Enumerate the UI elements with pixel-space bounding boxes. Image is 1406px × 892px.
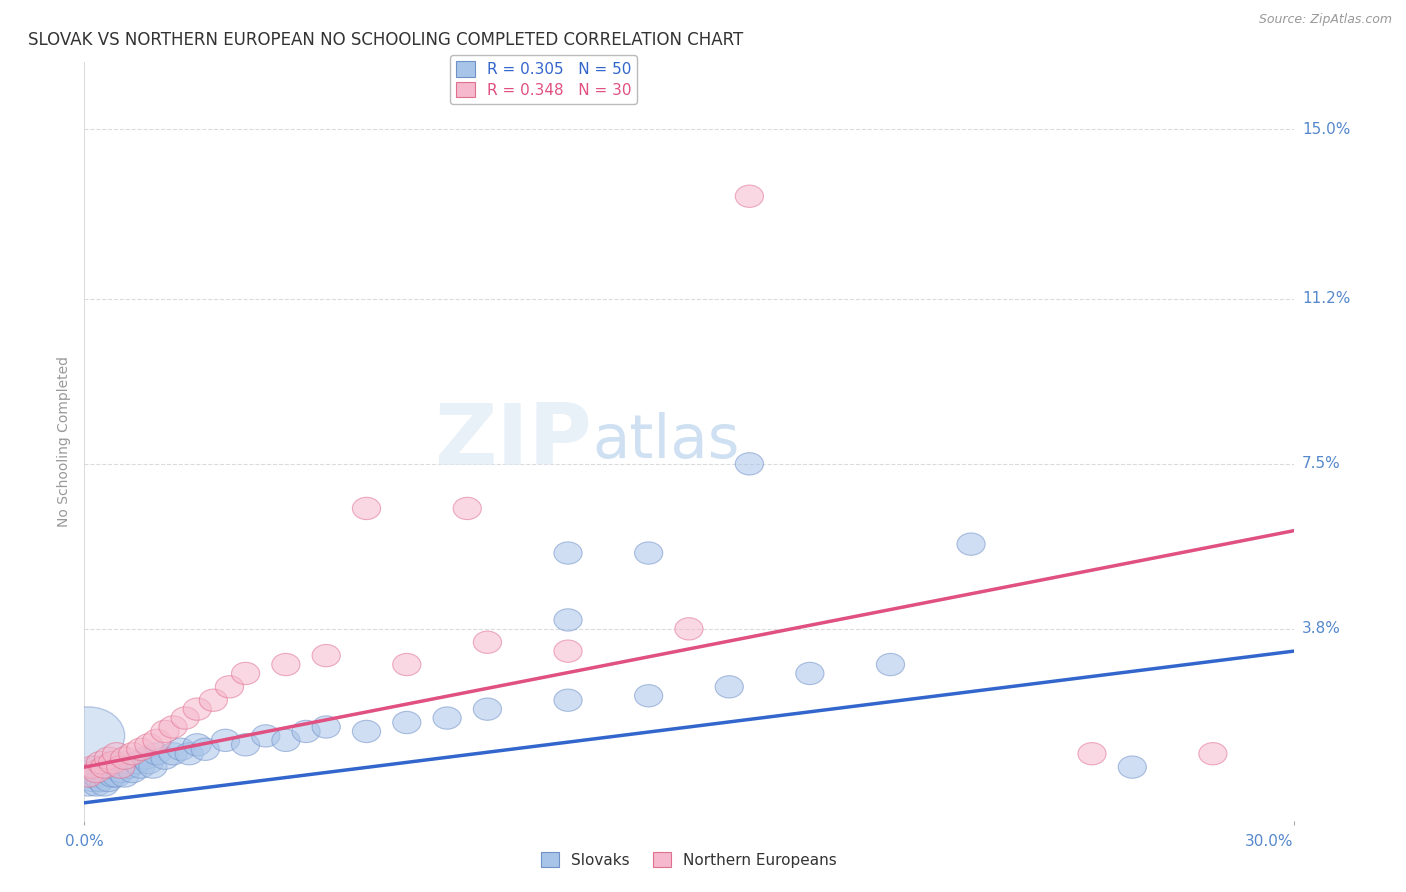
Ellipse shape <box>1118 756 1146 778</box>
Text: 11.2%: 11.2% <box>1302 292 1350 306</box>
Ellipse shape <box>90 756 118 778</box>
Ellipse shape <box>127 756 155 778</box>
Ellipse shape <box>634 685 662 707</box>
Ellipse shape <box>392 712 420 733</box>
Ellipse shape <box>312 644 340 667</box>
Ellipse shape <box>554 609 582 632</box>
Ellipse shape <box>232 733 260 756</box>
Ellipse shape <box>796 662 824 685</box>
Ellipse shape <box>353 721 381 742</box>
Ellipse shape <box>94 756 122 778</box>
Ellipse shape <box>453 498 481 519</box>
Ellipse shape <box>94 747 122 769</box>
Text: 7.5%: 7.5% <box>1302 457 1340 471</box>
Ellipse shape <box>183 733 211 756</box>
Ellipse shape <box>183 698 211 721</box>
Text: ZIP: ZIP <box>434 400 592 483</box>
Ellipse shape <box>86 760 115 783</box>
Ellipse shape <box>433 707 461 730</box>
Ellipse shape <box>90 760 118 783</box>
Ellipse shape <box>735 186 763 208</box>
Ellipse shape <box>107 760 135 783</box>
Ellipse shape <box>135 733 163 756</box>
Ellipse shape <box>98 765 127 788</box>
Ellipse shape <box>474 698 502 721</box>
Ellipse shape <box>131 747 159 769</box>
Ellipse shape <box>159 742 187 765</box>
Ellipse shape <box>111 765 139 788</box>
Ellipse shape <box>52 706 125 765</box>
Ellipse shape <box>135 751 163 774</box>
Ellipse shape <box>103 765 131 788</box>
Ellipse shape <box>957 533 986 555</box>
Ellipse shape <box>98 751 127 774</box>
Ellipse shape <box>118 742 146 765</box>
Ellipse shape <box>716 676 744 698</box>
Ellipse shape <box>215 676 243 698</box>
Text: 0.0%: 0.0% <box>65 834 104 848</box>
Legend: Slovaks, Northern Europeans: Slovaks, Northern Europeans <box>534 846 844 873</box>
Ellipse shape <box>554 689 582 712</box>
Ellipse shape <box>474 632 502 653</box>
Ellipse shape <box>554 542 582 565</box>
Ellipse shape <box>90 774 118 797</box>
Ellipse shape <box>176 742 204 765</box>
Ellipse shape <box>83 774 111 797</box>
Ellipse shape <box>103 756 131 778</box>
Ellipse shape <box>143 730 172 751</box>
Ellipse shape <box>353 498 381 519</box>
Ellipse shape <box>159 715 187 739</box>
Ellipse shape <box>98 751 127 774</box>
Ellipse shape <box>1199 742 1227 765</box>
Ellipse shape <box>172 707 200 730</box>
Ellipse shape <box>107 756 135 778</box>
Ellipse shape <box>675 618 703 640</box>
Ellipse shape <box>191 739 219 760</box>
Ellipse shape <box>292 721 321 742</box>
Text: 3.8%: 3.8% <box>1302 622 1341 636</box>
Ellipse shape <box>79 756 107 778</box>
Ellipse shape <box>79 769 107 792</box>
Ellipse shape <box>122 751 150 774</box>
Text: Source: ZipAtlas.com: Source: ZipAtlas.com <box>1258 13 1392 27</box>
Ellipse shape <box>86 751 115 774</box>
Ellipse shape <box>312 715 340 739</box>
Ellipse shape <box>139 756 167 778</box>
Text: SLOVAK VS NORTHERN EUROPEAN NO SCHOOLING COMPLETED CORRELATION CHART: SLOVAK VS NORTHERN EUROPEAN NO SCHOOLING… <box>28 31 744 49</box>
Ellipse shape <box>167 739 195 760</box>
Ellipse shape <box>150 721 179 742</box>
Ellipse shape <box>94 769 122 792</box>
Ellipse shape <box>232 662 260 685</box>
Y-axis label: No Schooling Completed: No Schooling Completed <box>58 356 72 527</box>
Text: 30.0%: 30.0% <box>1246 834 1294 848</box>
Ellipse shape <box>634 542 662 565</box>
Ellipse shape <box>83 765 111 788</box>
Ellipse shape <box>252 724 280 747</box>
Ellipse shape <box>392 653 420 676</box>
Ellipse shape <box>1078 742 1107 765</box>
Ellipse shape <box>111 751 139 774</box>
Ellipse shape <box>75 774 103 797</box>
Ellipse shape <box>554 640 582 662</box>
Ellipse shape <box>83 760 111 783</box>
Ellipse shape <box>115 756 143 778</box>
Ellipse shape <box>211 730 239 751</box>
Ellipse shape <box>876 653 904 676</box>
Ellipse shape <box>143 742 172 765</box>
Ellipse shape <box>150 747 179 769</box>
Ellipse shape <box>86 769 115 792</box>
Ellipse shape <box>200 689 228 712</box>
Ellipse shape <box>735 453 763 475</box>
Ellipse shape <box>103 742 131 765</box>
Ellipse shape <box>271 653 299 676</box>
Text: atlas: atlas <box>592 412 740 471</box>
Ellipse shape <box>118 760 146 783</box>
Ellipse shape <box>83 756 111 778</box>
Ellipse shape <box>127 739 155 760</box>
Ellipse shape <box>111 747 139 769</box>
Ellipse shape <box>75 765 103 788</box>
Text: 15.0%: 15.0% <box>1302 122 1350 136</box>
Ellipse shape <box>79 765 107 788</box>
Ellipse shape <box>271 730 299 751</box>
